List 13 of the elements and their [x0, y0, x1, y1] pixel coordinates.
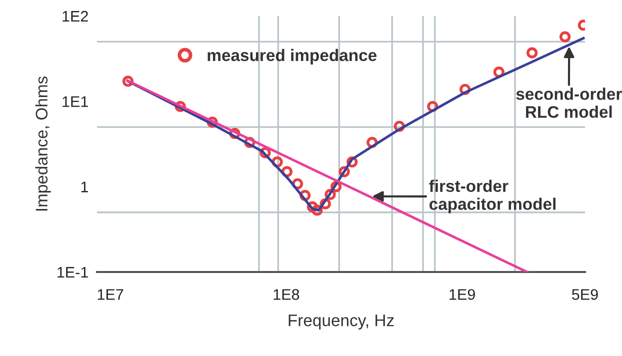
x-tick-label: 1E9: [450, 289, 475, 300]
x-axis-title: Frequency, Hz: [288, 314, 394, 330]
y-tick-label: 1E2: [62, 10, 88, 22]
annotation: second-order RLC model: [516, 88, 622, 118]
y-tick-label: 1: [81, 182, 88, 192]
legend-label: measured impedance: [208, 48, 377, 64]
y-tick-label: 1E1: [62, 96, 88, 107]
x-tick-label: 1E8: [274, 289, 300, 300]
y-tick-label: 1E-1: [58, 267, 88, 278]
y-axis-title: Impedance, Ohms: [35, 76, 51, 211]
x-tick-label: 5E9: [572, 289, 598, 300]
x-tick-label: 1E7: [98, 289, 124, 300]
annotation: first-order capacitor model: [429, 180, 556, 214]
